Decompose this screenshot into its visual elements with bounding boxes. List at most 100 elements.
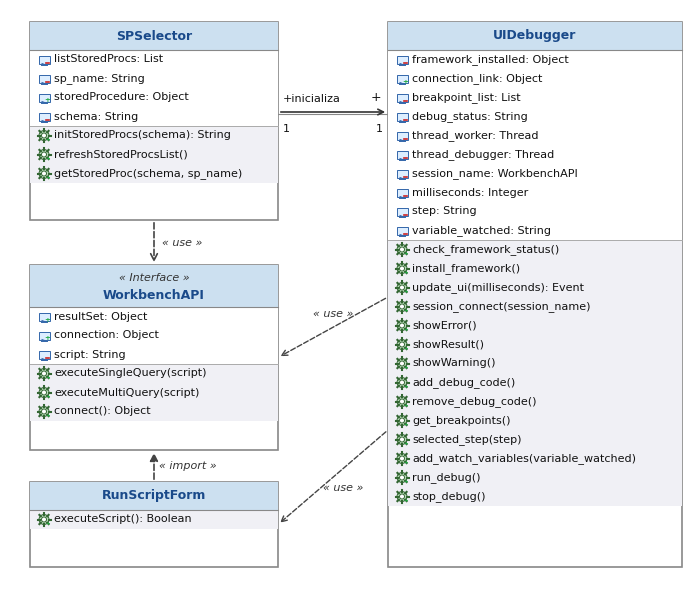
Text: get_breakpoints(): get_breakpoints() xyxy=(412,415,510,426)
Circle shape xyxy=(399,304,405,309)
Text: sp_name: String: sp_name: String xyxy=(54,73,144,84)
FancyBboxPatch shape xyxy=(30,22,278,50)
Circle shape xyxy=(397,359,407,368)
Text: « use »: « use » xyxy=(313,310,353,319)
Circle shape xyxy=(397,473,407,483)
Bar xyxy=(396,170,408,177)
Text: +: + xyxy=(403,498,408,503)
Text: « Interface »: « Interface » xyxy=(119,273,189,283)
FancyBboxPatch shape xyxy=(388,240,682,506)
Text: framework_installed: Object: framework_installed: Object xyxy=(412,54,569,65)
Circle shape xyxy=(397,282,407,292)
FancyBboxPatch shape xyxy=(30,482,278,567)
Circle shape xyxy=(397,340,407,349)
Text: +: + xyxy=(403,384,408,389)
Circle shape xyxy=(39,406,49,416)
Text: +: + xyxy=(403,289,408,294)
Circle shape xyxy=(397,378,407,387)
Text: +inicializa: +inicializa xyxy=(283,94,341,104)
Text: +: + xyxy=(45,156,50,161)
Text: selected_step(step): selected_step(step) xyxy=(412,434,521,445)
Circle shape xyxy=(399,247,405,252)
Text: listStoredProcs: List: listStoredProcs: List xyxy=(54,55,163,65)
Text: WorkbenchAPI: WorkbenchAPI xyxy=(103,289,205,302)
Circle shape xyxy=(41,152,47,157)
Bar xyxy=(396,113,408,120)
Text: +: + xyxy=(403,441,408,446)
Text: connect(): Object: connect(): Object xyxy=(54,406,151,416)
Bar xyxy=(38,56,50,63)
Bar xyxy=(396,94,408,101)
Text: RunScriptForm: RunScriptForm xyxy=(102,489,206,502)
Circle shape xyxy=(39,130,49,141)
Text: thread_worker: Thread: thread_worker: Thread xyxy=(412,130,538,141)
Circle shape xyxy=(397,454,407,464)
FancyBboxPatch shape xyxy=(30,50,278,126)
Circle shape xyxy=(397,492,407,502)
Circle shape xyxy=(399,475,405,480)
FancyBboxPatch shape xyxy=(30,364,278,421)
Bar xyxy=(38,313,50,320)
Circle shape xyxy=(399,266,405,271)
Text: check_framework_status(): check_framework_status() xyxy=(412,244,559,255)
Text: refreshStoredProcsList(): refreshStoredProcsList() xyxy=(54,149,188,160)
Text: +: + xyxy=(403,422,408,427)
Text: showWarning(): showWarning() xyxy=(412,359,496,368)
Text: +: + xyxy=(403,479,408,484)
Text: executeMultiQuery(script): executeMultiQuery(script) xyxy=(54,387,200,397)
Text: milliseconds: Integer: milliseconds: Integer xyxy=(412,187,528,197)
Text: install_framework(): install_framework() xyxy=(412,263,520,274)
Bar xyxy=(38,113,50,120)
Circle shape xyxy=(39,149,49,160)
Text: +: + xyxy=(44,97,50,104)
Text: add_debug_code(): add_debug_code() xyxy=(412,377,515,388)
Circle shape xyxy=(397,397,407,406)
FancyBboxPatch shape xyxy=(30,22,278,220)
Circle shape xyxy=(399,399,405,404)
Text: getStoredProc(schema, sp_name): getStoredProc(schema, sp_name) xyxy=(54,168,242,179)
Text: +: + xyxy=(403,270,408,275)
Bar xyxy=(396,75,408,82)
Circle shape xyxy=(397,301,407,311)
Text: add_watch_variables(variable_watched): add_watch_variables(variable_watched) xyxy=(412,453,636,464)
Text: remove_debug_code(): remove_debug_code() xyxy=(412,396,537,407)
FancyBboxPatch shape xyxy=(30,510,278,529)
Circle shape xyxy=(397,263,407,273)
Text: debug_status: String: debug_status: String xyxy=(412,111,528,122)
Text: update_ui(milliseconds): Event: update_ui(milliseconds): Event xyxy=(412,282,584,293)
Bar xyxy=(396,132,408,139)
Text: schema: String: schema: String xyxy=(54,111,138,122)
FancyBboxPatch shape xyxy=(388,22,682,50)
Circle shape xyxy=(399,456,405,461)
FancyBboxPatch shape xyxy=(30,126,278,183)
FancyBboxPatch shape xyxy=(388,50,682,240)
Text: script: String: script: String xyxy=(54,349,126,359)
Text: session_name: WorkbenchAPI: session_name: WorkbenchAPI xyxy=(412,168,578,179)
Circle shape xyxy=(399,494,405,499)
Circle shape xyxy=(41,409,47,414)
Text: +: + xyxy=(371,91,381,104)
Text: « use »: « use » xyxy=(162,238,202,247)
Text: +: + xyxy=(403,346,408,351)
Bar xyxy=(396,151,408,158)
Bar xyxy=(396,189,408,196)
Text: executeScript(): Boolean: executeScript(): Boolean xyxy=(54,515,192,524)
Text: +: + xyxy=(44,317,50,323)
Text: variable_watched: String: variable_watched: String xyxy=(412,225,551,236)
Circle shape xyxy=(397,435,407,445)
FancyBboxPatch shape xyxy=(30,265,278,450)
Text: showError(): showError() xyxy=(412,320,477,330)
Bar xyxy=(396,227,408,234)
Text: +: + xyxy=(402,78,408,84)
Text: session_connect(session_name): session_connect(session_name) xyxy=(412,301,591,312)
Text: run_debug(): run_debug() xyxy=(412,472,480,483)
Text: UIDebugger: UIDebugger xyxy=(493,30,577,43)
Text: +: + xyxy=(403,308,408,313)
Text: « use »: « use » xyxy=(322,483,363,493)
Circle shape xyxy=(41,371,47,376)
Circle shape xyxy=(399,437,405,442)
Text: +: + xyxy=(403,403,408,408)
Text: « import »: « import » xyxy=(159,461,216,471)
Text: showResult(): showResult() xyxy=(412,340,484,349)
Text: +: + xyxy=(45,521,50,526)
